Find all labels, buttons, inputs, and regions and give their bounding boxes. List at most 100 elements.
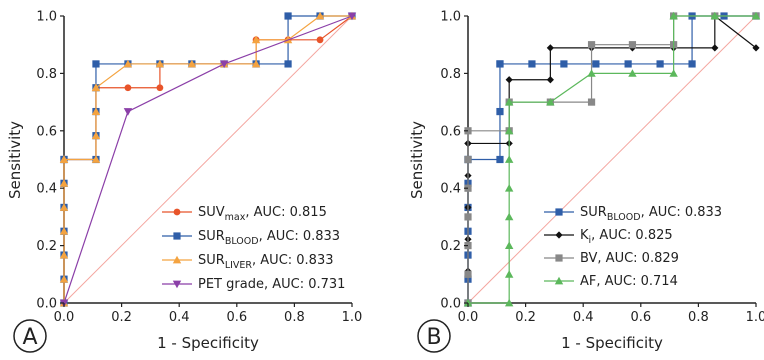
panel-b-series-1-point: [546, 44, 554, 52]
panel-b-legend-label: AF, AUC: 0.714: [580, 274, 678, 289]
panel-b-y-tick-label: 0.8: [440, 67, 461, 82]
panel-b-series-2-point: [587, 41, 596, 49]
panel-a-series-2-point: [59, 179, 69, 187]
panel-a-x-tick-label: 0.6: [226, 310, 247, 325]
panel-b-y-axis-label: Sensitivity: [408, 121, 426, 199]
panel-b-series-2-point: [628, 41, 637, 49]
panel-b-series-2-point: [464, 213, 472, 221]
panel-a-series-2-point: [91, 131, 101, 140]
panel-b: 0.0 0.2 0.4 0.6 0.8 1.0 0.0 0.2 0.4 0.6 0.8 1.0 1 …: [408, 10, 764, 353]
panel-b-series-3-point: [504, 126, 514, 135]
panel-a-series-2-point: [315, 11, 325, 20]
panel-b-series-0-point: [496, 107, 504, 116]
panel-a-letter-circle: [13, 319, 47, 353]
panel-b-series-3-line: [468, 15, 756, 304]
panel-b-series-3-point: [504, 212, 514, 221]
panel-a-series-2-point: [59, 155, 69, 163]
panel-a-x-tick-label: 1.0: [342, 310, 363, 325]
panel-b-series-2-point: [587, 98, 596, 106]
panel-b-y-tick-label: 1.0: [440, 10, 461, 25]
panel-b-legend-entry: AF, AUC: 0.714: [544, 274, 678, 289]
panel-b-series-1-point: [505, 76, 513, 84]
panel-b-series-3-point: [587, 69, 596, 77]
panel-a-series-2-point: [59, 203, 69, 211]
panel-b-series-0-point: [560, 60, 568, 68]
panel-b-series-2-point: [464, 155, 472, 164]
panel-b-y-tick-label: 0.4: [440, 182, 461, 197]
panel-a-series-1-point: [284, 12, 292, 20]
panel-a-series-2-point: [59, 274, 69, 283]
panel-b-series-0-point: [528, 60, 536, 68]
panel-b-legend-swatch-marker: [555, 208, 563, 216]
panel-b-series-3-point: [751, 11, 761, 20]
panel-b-legend-label: Ki, AUC: 0.825: [580, 228, 673, 246]
panel-a-series-1-point: [92, 60, 100, 68]
panel-a-series-0-point: [316, 36, 324, 44]
panel-a-series-3-point: [219, 60, 229, 69]
panel-a-plot-area: [59, 11, 357, 308]
panel-b-series-3-point: [504, 155, 514, 163]
panel-a-series-2-point: [59, 227, 69, 235]
panel-a: 0.0 0.2 0.4 0.6 0.8 1.0 0.0 0.2 0.4 0.6 0.8 1.0 1 …: [6, 10, 362, 353]
panel-a-legend-swatch-marker: [172, 280, 182, 289]
panel-a-legend-entry: SURLIVER, AUC: 0.833: [162, 253, 334, 271]
panel-a-series-2-point: [91, 83, 101, 92]
panel-b-series-0-point: [592, 60, 600, 68]
panel-b-series-3: [463, 11, 761, 307]
panel-b-y-ticks: 0.0 0.2 0.4 0.6 0.8 1.0: [440, 10, 468, 312]
panel-a-series-3-point: [123, 108, 133, 116]
panel-b-series-3-point: [504, 241, 514, 249]
panel-b-legend-swatch-marker: [554, 276, 564, 285]
panel-b-series-3-point: [504, 184, 514, 192]
panel-b-y-tick-label: 0.2: [440, 239, 461, 254]
panel-b-series-0-point: [656, 60, 664, 68]
panel-b-legend-entry: BV, AUC: 0.829: [544, 251, 679, 266]
panel-a-series-2-point: [155, 59, 165, 68]
panel-a-series-3-line: [63, 15, 353, 304]
panel-b-x-tick-label: 0.4: [573, 310, 594, 325]
panel-b-x-axis-label: 1 - Specificity: [561, 334, 663, 352]
panel-a-letter: A: [22, 325, 37, 350]
panel-a-legend-label: SUVmax, AUC: 0.815: [198, 205, 327, 223]
panel-a-series-3-point: [347, 12, 357, 21]
panel-a-legend: SUVmax, AUC: 0.815 SURBLOOD, AUC: 0.833 SU…: [162, 205, 345, 292]
panel-a-legend-entry: SUVmax, AUC: 0.815: [162, 205, 327, 223]
panel-a-series-2-point: [91, 155, 101, 163]
panel-b-series-3-point: [669, 69, 678, 77]
panel-b-series-3-point: [669, 11, 678, 20]
panel-b-y-tick-label: 0.0: [440, 297, 461, 312]
panel-a-legend-label: PET grade, AUC: 0.731: [198, 277, 345, 292]
panel-b-x-ticks: 0.0 0.2 0.4 0.6 0.8 1.0: [458, 303, 764, 325]
panel-a-legend-swatch-marker: [172, 255, 182, 264]
panel-b-legend: SURBLOOD, AUC: 0.833 Ki, AUC: 0.825 BV, AU…: [544, 205, 722, 289]
panel-a-y-ticks: 0.0 0.2 0.4 0.6 0.8 1.0: [36, 10, 64, 312]
panel-b-plot-area: [463, 11, 761, 307]
panel-b-letter: B: [426, 325, 441, 350]
panel-a-legend-entry: PET grade, AUC: 0.731: [162, 277, 345, 292]
panel-a-x-tick-label: 0.2: [111, 310, 132, 325]
panel-b-series-3-point: [710, 11, 720, 20]
panel-a-legend-label: SURLIVER, AUC: 0.833: [198, 253, 334, 271]
panel-b-x-tick-label: 0.8: [688, 310, 709, 325]
panel-a-series-0-point: [156, 84, 164, 92]
panel-a-y-axis-label: Sensitivity: [6, 121, 24, 199]
panel-b-y-tick-label: 0.6: [440, 124, 461, 139]
panel-a-y-tick-label: 0.4: [36, 182, 57, 197]
panel-b-x-tick-label: 1.0: [746, 310, 764, 325]
panel-a-x-tick-label: 0.4: [169, 310, 190, 325]
panel-b-series-3-point: [546, 97, 555, 106]
panel-b-series-0-point: [624, 60, 632, 68]
panel-a-series-2-point: [251, 59, 261, 68]
panel-a-y-tick-label: 1.0: [36, 10, 57, 25]
panel-b-legend-entry: Ki, AUC: 0.825: [544, 228, 673, 246]
panel-b-x-tick-label: 0.6: [630, 310, 651, 325]
panel-a-y-tick-label: 0.8: [36, 67, 57, 82]
panel-a-series-2-point: [251, 35, 261, 44]
panel-a-x-tick-label: 0.0: [54, 310, 75, 325]
panel-b-legend-label: SURBLOOD, AUC: 0.833: [580, 205, 722, 223]
panel-a-series-2-point: [59, 250, 69, 259]
panel-a-legend-swatch-marker: [173, 208, 181, 216]
panel-a-legend-label: SURBLOOD, AUC: 0.833: [198, 229, 340, 247]
panel-b-series-3-point: [628, 69, 637, 77]
panel-a-series-0-point: [124, 84, 132, 92]
